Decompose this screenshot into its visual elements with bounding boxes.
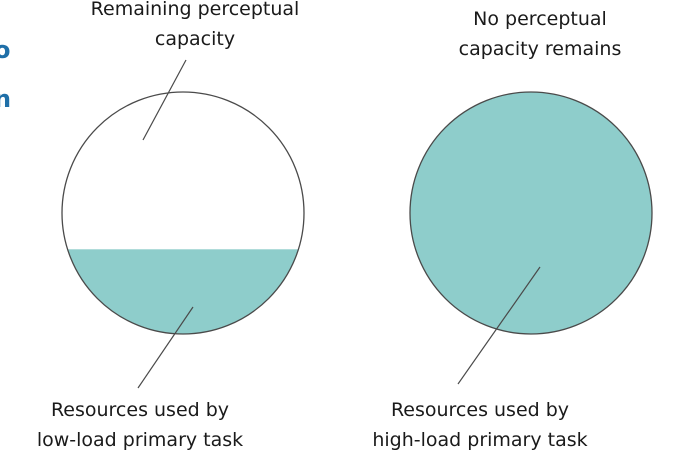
high-load-label-line-1: Resources used by <box>390 399 570 421</box>
remaining-capacity-leader-line <box>142 59 187 141</box>
remaining-capacity-label-line-1: Remaining perceptual <box>90 0 300 20</box>
no-capacity-label-line-1: No perceptual <box>473 8 607 30</box>
low-load-resources-label: Resources used by low-load primary task <box>20 395 260 455</box>
cropped-text-fragment: n <box>0 85 12 113</box>
low-load-label-line-1: Resources used by <box>50 399 230 421</box>
remaining-capacity-label: Remaining perceptual capacity <box>70 0 320 54</box>
low-load-circle-outline <box>61 91 305 335</box>
high-load-resources-leader-line <box>457 266 541 385</box>
high-load-capacity-circle <box>409 91 653 335</box>
high-load-label-line-2: high-load primary task <box>372 429 588 451</box>
low-load-capacity-circle <box>61 91 305 335</box>
low-load-used-resources-fill <box>62 249 304 334</box>
high-load-resources-label: Resources used by high-load primary task <box>350 395 610 455</box>
low-load-label-line-2: low-load primary task <box>36 429 244 451</box>
no-capacity-label-line-2: capacity remains <box>458 38 622 60</box>
high-load-circle-outline <box>409 91 653 335</box>
high-load-used-resources-fill <box>410 92 652 334</box>
low-load-resources-leader-line <box>137 306 194 389</box>
cropped-text-fragment: o <box>0 36 11 64</box>
remaining-capacity-label-line-2: capacity <box>154 28 236 50</box>
no-capacity-remains-label: No perceptual capacity remains <box>420 4 660 64</box>
